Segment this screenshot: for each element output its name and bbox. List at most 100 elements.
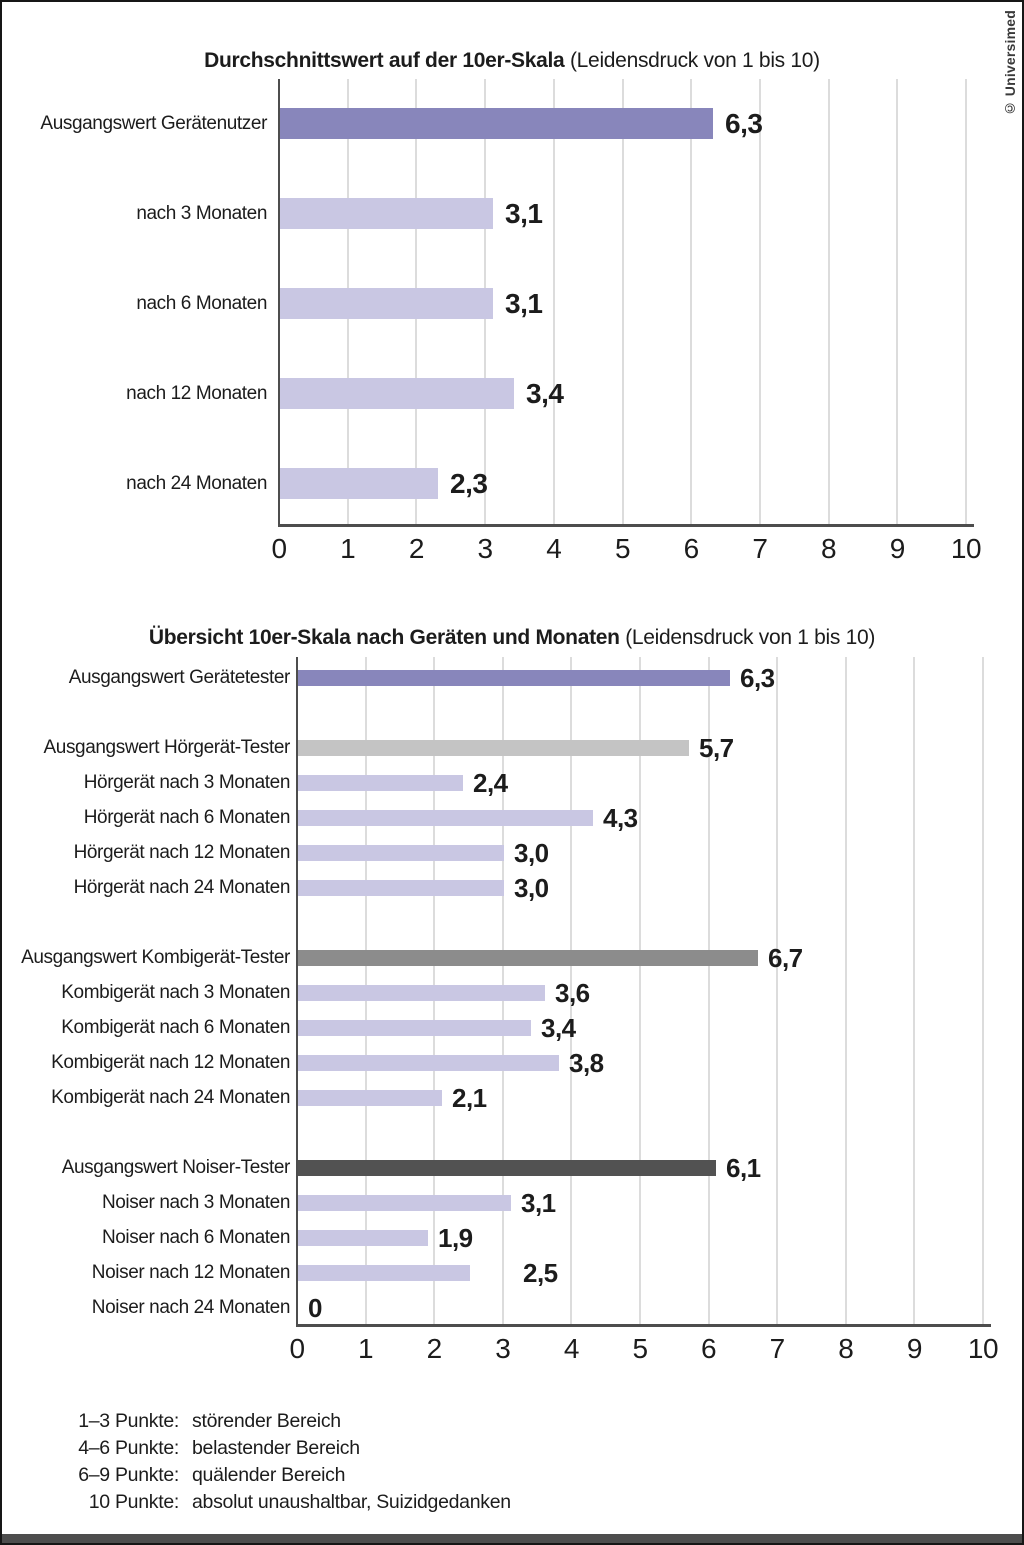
value-label: 0 xyxy=(308,1292,322,1323)
gridline xyxy=(965,79,967,527)
category-label: Hörgerät nach 24 Monaten xyxy=(73,877,291,898)
gridline xyxy=(552,79,555,527)
gridline xyxy=(690,79,693,527)
x-tick-label: 7 xyxy=(769,1333,786,1364)
x-tick-label: 4 xyxy=(546,533,562,564)
category-label: Noiser nach 12 Monaten xyxy=(91,1262,291,1283)
category-label: Kombigerät nach 12 Monaten xyxy=(51,1052,290,1073)
bar xyxy=(298,1090,442,1106)
bar xyxy=(298,985,545,1001)
value-label: 3,6 xyxy=(555,977,590,1008)
value-label: 2,1 xyxy=(452,1082,487,1113)
chart2-title-note: (Leidensdruck von 1 bis 10) xyxy=(619,626,876,650)
gridline xyxy=(913,657,916,1327)
category-label: Ausgangswert Hörgerät-Tester xyxy=(43,737,291,758)
chart1-title-bold: Durchschnittswert auf der 10er-Skala xyxy=(204,49,565,73)
x-tick-label: 9 xyxy=(889,533,906,564)
x-tick-label: 1 xyxy=(358,1333,374,1364)
category-label: Ausgangswert Gerätetester xyxy=(68,667,291,688)
category-label: Noiser nach 24 Monaten xyxy=(91,1297,291,1318)
bar xyxy=(280,378,514,409)
legend-range: 6–9 Punkte: xyxy=(78,1464,179,1486)
value-label: 2,5 xyxy=(523,1257,558,1288)
x-tick-label: 6 xyxy=(701,1333,717,1364)
bar xyxy=(298,880,504,896)
value-label: 3,4 xyxy=(541,1012,576,1043)
bar xyxy=(298,1265,470,1281)
x-tick-label: 0 xyxy=(289,1333,305,1364)
scale-legend: 1–3 Punkte: störender Bereich 4–6 Punkte… xyxy=(2,1408,702,1516)
bar xyxy=(298,775,463,791)
gridline xyxy=(707,657,710,1327)
x-tick-label: 4 xyxy=(563,1333,580,1364)
value-label: 3,4 xyxy=(526,377,564,409)
x-tick-label: 10 xyxy=(967,1333,999,1364)
x-tick-label: 3 xyxy=(477,533,494,564)
bar xyxy=(298,1160,716,1176)
category-label: Ausgangswert Noiser-Tester xyxy=(61,1157,291,1178)
x-tick-label: 2 xyxy=(408,533,425,564)
category-label: Noiser nach 3 Monaten xyxy=(101,1192,290,1213)
value-label: 3,1 xyxy=(521,1187,556,1218)
gridline xyxy=(776,657,779,1327)
bar xyxy=(298,1055,559,1071)
value-label: 3,1 xyxy=(505,287,543,319)
x-tick-label: 5 xyxy=(614,533,631,564)
x-tick-label: 6 xyxy=(683,533,700,564)
gridline xyxy=(896,79,899,527)
bar xyxy=(280,468,438,499)
value-label: 2,3 xyxy=(450,467,488,499)
bar xyxy=(298,1230,428,1246)
legend-desc: störender Bereich xyxy=(192,1410,341,1432)
y-axis-line xyxy=(278,79,280,527)
legend-desc: absolut unaushaltbar, Suizidgedanken xyxy=(192,1491,511,1513)
chart2-title: Übersicht 10er-Skala nach Geräten und Mo… xyxy=(2,626,1022,650)
legend-desc: quälender Bereich xyxy=(192,1464,346,1486)
value-label: 2,4 xyxy=(473,767,508,798)
bar xyxy=(298,1195,511,1211)
x-tick-label: 5 xyxy=(632,1333,648,1364)
category-label: nach 3 Monaten xyxy=(136,202,267,224)
legend-row: 1–3 Punkte: störender Bereich xyxy=(2,1408,702,1435)
y-axis-line xyxy=(296,657,298,1327)
category-label: nach 12 Monaten xyxy=(126,382,267,404)
bar xyxy=(280,108,713,139)
legend-range: 10 Punkte: xyxy=(88,1491,180,1513)
value-label: 6,3 xyxy=(725,107,763,139)
bar xyxy=(280,198,493,229)
legend-desc: belastender Bereich xyxy=(192,1437,360,1459)
legend-row: 6–9 Punkte: quälender Bereich xyxy=(2,1462,702,1489)
chart2-title-bold: Übersicht 10er-Skala nach Geräten und Mo… xyxy=(148,626,620,650)
value-label: 3,8 xyxy=(569,1047,604,1078)
bar xyxy=(298,740,689,756)
value-label: 6,3 xyxy=(740,662,775,693)
x-tick-label: 8 xyxy=(821,533,837,564)
legend-range: 1–3 Punkte: xyxy=(78,1410,179,1432)
gridline xyxy=(621,79,624,527)
gridline xyxy=(827,79,830,527)
value-label: 6,1 xyxy=(726,1152,761,1183)
value-label: 3,0 xyxy=(514,837,549,868)
category-label: nach 24 Monaten xyxy=(126,472,267,494)
x-tick-label: 3 xyxy=(495,1333,511,1364)
gridline xyxy=(982,657,984,1327)
category-label: Kombigerät nach 6 Monaten xyxy=(61,1017,290,1038)
value-label: 1,9 xyxy=(438,1222,473,1253)
x-axis-line xyxy=(297,1324,991,1327)
bar xyxy=(298,845,504,861)
value-label: 6,7 xyxy=(768,942,803,973)
x-tick-label: 9 xyxy=(906,1333,923,1364)
chart1-title-note: (Leidensdruck von 1 bis 10) xyxy=(564,49,820,73)
x-tick-label: 8 xyxy=(838,1333,854,1364)
category-label: nach 6 Monaten xyxy=(136,292,267,314)
value-label: 5,7 xyxy=(699,732,734,763)
gridline xyxy=(758,79,761,527)
chart1-title: Durchschnittswert auf der 10er-Skala (Le… xyxy=(2,49,1022,73)
x-tick-label: 10 xyxy=(950,533,982,564)
x-tick-label: 2 xyxy=(426,1333,443,1364)
legend-row: 4–6 Punkte: belastender Bereich xyxy=(2,1435,702,1462)
x-tick-label: 7 xyxy=(752,533,768,564)
bar xyxy=(298,1020,531,1036)
bar xyxy=(298,810,593,826)
